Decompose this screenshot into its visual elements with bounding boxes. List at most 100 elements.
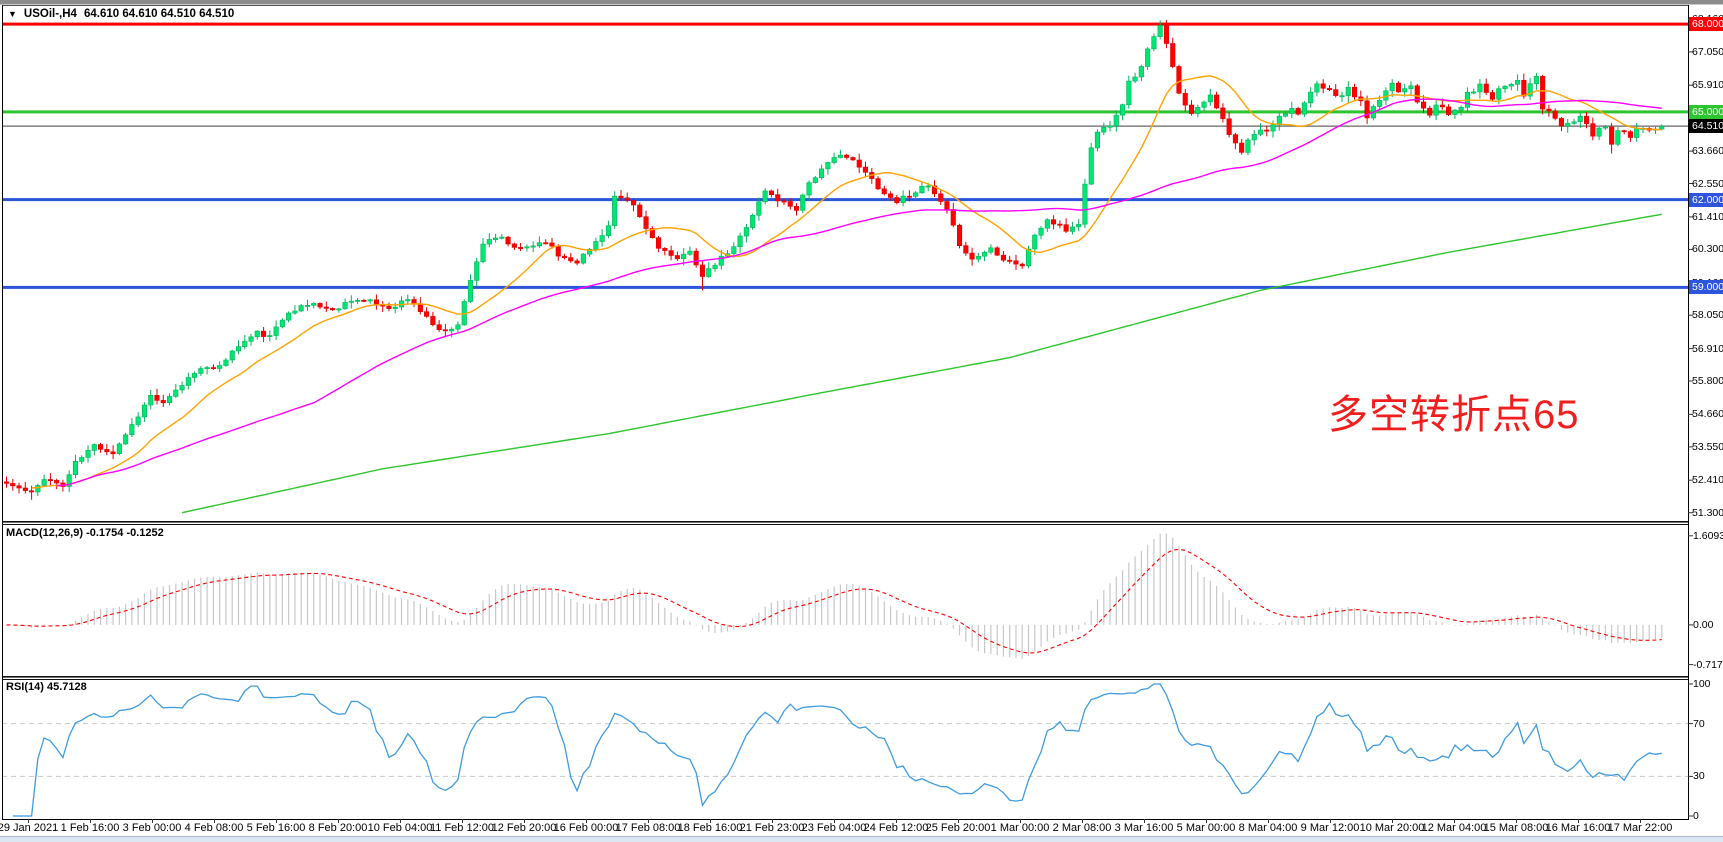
candle — [944, 199, 950, 214]
candle — [975, 252, 981, 263]
candle — [154, 388, 160, 405]
candle — [1176, 64, 1182, 95]
rsi-layer — [2, 683, 1688, 817]
ohlc-values: 64.610 64.610 64.510 64.510 — [83, 8, 235, 20]
candle — [1458, 105, 1464, 116]
candle — [1295, 106, 1301, 116]
time-axis-label: 29 Jan 2021 — [0, 822, 59, 834]
candle — [1477, 79, 1483, 99]
price-tick-label: 58.050 — [1692, 309, 1723, 322]
candle — [110, 445, 116, 459]
candle — [1214, 91, 1220, 110]
candle — [712, 262, 718, 272]
candle — [1232, 132, 1238, 150]
candle — [1314, 80, 1320, 97]
price-badge: 68.000 — [1689, 17, 1723, 32]
candle — [10, 479, 16, 491]
candle — [1565, 118, 1571, 133]
candle — [185, 372, 191, 390]
candle — [223, 358, 229, 367]
time-axis-label: 12 Mar 04:00 — [1421, 822, 1487, 834]
time-axis-label: 12 Feb 20:00 — [491, 822, 557, 834]
candle — [1527, 77, 1533, 100]
candle — [1201, 100, 1207, 111]
candle — [1264, 125, 1270, 137]
candle — [1326, 85, 1332, 91]
price-tick-label: 60.300 — [1692, 243, 1723, 256]
candle — [1239, 139, 1245, 155]
candle — [22, 481, 28, 494]
hlines-layer — [2, 22, 1688, 289]
candle — [963, 241, 969, 256]
rsi-axis-label: 70 — [1693, 717, 1705, 730]
candle — [530, 241, 536, 253]
candle — [969, 247, 975, 266]
candle — [1276, 112, 1282, 131]
candle — [1013, 254, 1019, 270]
candle — [837, 149, 844, 159]
candle — [1195, 104, 1201, 118]
macd-axis-label: 0.00 — [1693, 618, 1714, 631]
candle — [348, 295, 354, 309]
candle — [1289, 101, 1295, 119]
candle — [423, 307, 430, 318]
candle — [286, 311, 292, 323]
candle — [1138, 64, 1144, 81]
candle — [160, 394, 166, 407]
candle — [486, 233, 492, 248]
candle — [950, 202, 956, 228]
candle — [1082, 178, 1088, 229]
price-tick-label: 53.550 — [1692, 440, 1723, 453]
ma-long — [181, 213, 1662, 514]
candle — [1395, 81, 1401, 93]
candle — [662, 247, 668, 256]
candle — [831, 152, 837, 165]
candle — [919, 181, 925, 194]
text-annotation: 多空转折点65 — [1328, 393, 1580, 437]
candles-layer — [4, 20, 1665, 500]
candle — [1245, 137, 1251, 156]
borders-layer — [2, 5, 1693, 823]
time-axis-label: 15 Mar 08:00 — [1483, 822, 1549, 834]
candle — [1402, 83, 1408, 97]
candle — [1364, 95, 1370, 124]
candle — [499, 234, 505, 240]
collapse-chart-icon[interactable]: ▼ — [8, 9, 17, 19]
candle — [649, 226, 655, 239]
candle — [173, 383, 179, 398]
rsi-indicator-label: RSI(14) 45.7128 — [6, 681, 87, 693]
candle — [367, 298, 373, 304]
candle — [242, 335, 248, 350]
candle — [461, 299, 467, 326]
time-axis-label: 21 Feb 23:00 — [739, 822, 805, 834]
candle — [655, 236, 662, 253]
price-tick-label: 55.800 — [1692, 375, 1723, 388]
candle — [618, 190, 624, 201]
candle — [1596, 126, 1602, 141]
time-axis-label: 9 Mar 12:00 — [1300, 822, 1360, 834]
candle — [292, 305, 298, 315]
candle — [743, 223, 749, 243]
horizontal-scrollbar[interactable] — [0, 836, 1723, 842]
candle — [894, 195, 900, 205]
candle — [442, 324, 448, 337]
candle — [1101, 122, 1107, 136]
candle — [104, 444, 110, 456]
candle — [1182, 89, 1188, 112]
candle — [47, 473, 53, 487]
candle — [568, 252, 574, 263]
time-axis-label: 11 Feb 12:00 — [429, 822, 495, 834]
candle — [336, 307, 342, 313]
candle — [574, 258, 580, 266]
candle — [505, 236, 511, 247]
candle — [881, 185, 887, 196]
candle — [1615, 127, 1621, 147]
macd-axis-label: 1.6093 — [1693, 529, 1723, 542]
candle — [1489, 89, 1495, 101]
price-tick-label: 63.660 — [1692, 145, 1723, 158]
candle — [66, 470, 72, 493]
candle — [875, 176, 881, 190]
candle — [430, 311, 436, 327]
candle — [1571, 118, 1577, 125]
